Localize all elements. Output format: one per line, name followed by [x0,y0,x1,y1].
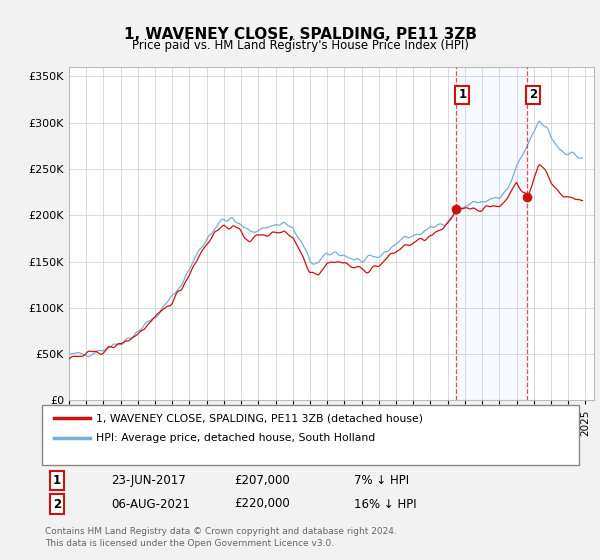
Text: 16% ↓ HPI: 16% ↓ HPI [354,497,416,511]
Text: 1, WAVENEY CLOSE, SPALDING, PE11 3ZB: 1, WAVENEY CLOSE, SPALDING, PE11 3ZB [124,27,476,42]
Text: 7% ↓ HPI: 7% ↓ HPI [354,474,409,487]
Text: £207,000: £207,000 [234,474,290,487]
Text: Price paid vs. HM Land Registry's House Price Index (HPI): Price paid vs. HM Land Registry's House … [131,39,469,53]
Text: 2: 2 [529,88,538,101]
Text: 06-AUG-2021: 06-AUG-2021 [111,497,190,511]
Bar [456,67,527,400]
Text: 1, WAVENEY CLOSE, SPALDING, PE11 3ZB (detached house): 1, WAVENEY CLOSE, SPALDING, PE11 3ZB (de… [96,413,423,423]
Text: 23-JUN-2017: 23-JUN-2017 [111,474,186,487]
Text: £220,000: £220,000 [234,497,290,511]
Text: 1: 1 [458,88,466,101]
Text: Contains HM Land Registry data © Crown copyright and database right 2024.
This d: Contains HM Land Registry data © Crown c… [45,527,397,548]
Text: 2: 2 [53,497,61,511]
Text: HPI: Average price, detached house, South Holland: HPI: Average price, detached house, Sout… [96,433,375,443]
Text: 1: 1 [53,474,61,487]
